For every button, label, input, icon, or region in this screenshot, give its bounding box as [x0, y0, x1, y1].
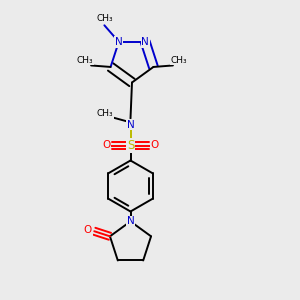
Text: S: S — [127, 139, 134, 152]
Text: CH₃: CH₃ — [96, 14, 113, 23]
Text: O: O — [83, 225, 92, 235]
Text: CH₃: CH₃ — [171, 56, 187, 64]
Text: N: N — [127, 119, 134, 130]
Text: N: N — [127, 216, 134, 226]
Text: N: N — [141, 37, 149, 47]
Text: N: N — [115, 37, 123, 47]
Text: CH₃: CH₃ — [97, 109, 113, 118]
Text: O: O — [102, 140, 111, 151]
Text: CH₃: CH₃ — [77, 56, 93, 64]
Text: O: O — [150, 140, 159, 151]
